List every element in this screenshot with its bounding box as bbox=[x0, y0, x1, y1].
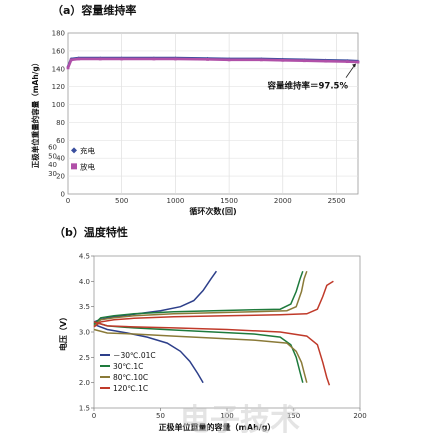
chart-b-xtick: 150 bbox=[287, 412, 300, 420]
chart-b: （b）温度特性 1.5 2.0 2.5 3.0 3.5 4.0 4.5 0 50 100 150 200… bbox=[54, 225, 367, 432]
chart-b-legend-label: 120℃.1C bbox=[113, 384, 148, 393]
chart-a-xtick: 500 bbox=[115, 197, 128, 205]
chart-b-legend-label: －30℃.01C bbox=[113, 351, 156, 360]
chart-a-xtick: 2500 bbox=[328, 197, 346, 205]
chart-b-xtick: 200 bbox=[353, 412, 366, 420]
chart-a-ytick: 40 bbox=[56, 155, 65, 163]
chart-a-ytick: 60 bbox=[56, 137, 65, 145]
chart-a-annotation: 容量维持率＝97.5% bbox=[267, 81, 349, 92]
chart-a-point bbox=[206, 57, 210, 61]
chart-a-ytick: 80 bbox=[56, 119, 65, 127]
chart-b-ylabel: 电压（V） bbox=[58, 313, 68, 351]
chart-b-ytick: 2.5 bbox=[79, 354, 90, 362]
chart-a-legend-label: 放电 bbox=[80, 161, 95, 171]
chart-a-point bbox=[66, 66, 70, 70]
chart-a-ytick-overlap: 30 bbox=[48, 170, 57, 178]
chart-a-legend-marker bbox=[71, 163, 77, 170]
chart-b-ytick: 4.0 bbox=[79, 278, 90, 286]
chart-a-ytick: 120 bbox=[52, 83, 65, 91]
chart-a-xtick: 2000 bbox=[274, 197, 292, 205]
chart-b-xtick: 0 bbox=[92, 412, 96, 420]
chart-a-ytick: 180 bbox=[52, 30, 65, 38]
chart-a-ytick-overlap: 60 bbox=[48, 143, 57, 151]
chart-a-title: （a）容量维持率 bbox=[52, 3, 136, 17]
chart-a-ytick-overlap: 40 bbox=[48, 161, 57, 169]
chart-a-legend-label: 充电 bbox=[80, 145, 95, 155]
chart-b-series-3-discharge bbox=[93, 328, 308, 383]
chart-a-point bbox=[77, 57, 81, 61]
chart-b-series-2-charge bbox=[93, 270, 304, 325]
chart-b-ytick: 1.5 bbox=[79, 405, 90, 413]
chart-a-xtick: 1000 bbox=[166, 197, 184, 205]
chart-a-xlabel: 循环次数(回) bbox=[188, 206, 236, 216]
chart-a-ytick: 0 bbox=[61, 191, 65, 199]
chart-b-ytick: 2.0 bbox=[79, 379, 90, 387]
chart-a-point bbox=[152, 57, 156, 61]
chart-a-point bbox=[356, 60, 360, 64]
chart-a: （a）容量维持率02040608010012014016018030405060… bbox=[30, 3, 360, 216]
chart-a-frame bbox=[67, 32, 359, 195]
chart-a-ytick: 20 bbox=[56, 173, 65, 181]
chart-b-xtick: 100 bbox=[220, 412, 233, 420]
chart-b-series-1-discharge bbox=[93, 323, 204, 384]
chart-b-legend-label: 30℃.1C bbox=[113, 362, 143, 371]
chart-a-ytick: 140 bbox=[52, 65, 65, 73]
watermark: 电子技术 bbox=[180, 403, 300, 438]
chart-a-legend-marker bbox=[71, 147, 77, 154]
chart-a-point bbox=[302, 59, 306, 63]
chart-a-ylabel: 正极单位重量的容量（mAh/g） bbox=[30, 59, 40, 169]
chart-a-point bbox=[259, 58, 263, 62]
chart-b-ytick: 3.5 bbox=[79, 303, 90, 311]
chart-b-title: （b）温度特性 bbox=[54, 225, 128, 239]
chart-b-series-4-charge bbox=[93, 280, 334, 328]
chart-a-point bbox=[98, 57, 102, 61]
chart-a-xtick: 0 bbox=[66, 197, 70, 205]
chart-a-xtick: 1500 bbox=[220, 197, 238, 205]
chart-a-series-2 bbox=[66, 57, 359, 69]
chart-a-ytick-overlap: 50 bbox=[48, 152, 57, 160]
chart-b-ytick: 4.5 bbox=[79, 253, 90, 261]
chart-a-point bbox=[324, 59, 328, 63]
chart-a-point bbox=[227, 58, 231, 62]
chart-a-point bbox=[69, 58, 73, 62]
chart-b-series-4-discharge bbox=[93, 321, 331, 386]
chart-a-ytick: 100 bbox=[52, 101, 65, 109]
chart-a-annotation-arrowhead bbox=[352, 63, 356, 68]
chart-b-ytick: 3.0 bbox=[79, 329, 90, 337]
chart-a-point bbox=[345, 60, 349, 64]
chart-b-xlabel: 正极单位重量的容量（mAh/g） bbox=[159, 422, 276, 432]
chart-b-legend-label: 80℃.10C bbox=[113, 373, 148, 382]
chart-a-point bbox=[281, 58, 285, 62]
chart-b-series-3-charge bbox=[93, 270, 308, 327]
chart-b-xtick: 50 bbox=[156, 412, 165, 420]
chart-a-annotation-arrow bbox=[345, 64, 356, 78]
chart-a-ytick: 160 bbox=[52, 47, 65, 55]
chart-a-point bbox=[174, 57, 177, 61]
chart-a-point bbox=[120, 57, 124, 61]
